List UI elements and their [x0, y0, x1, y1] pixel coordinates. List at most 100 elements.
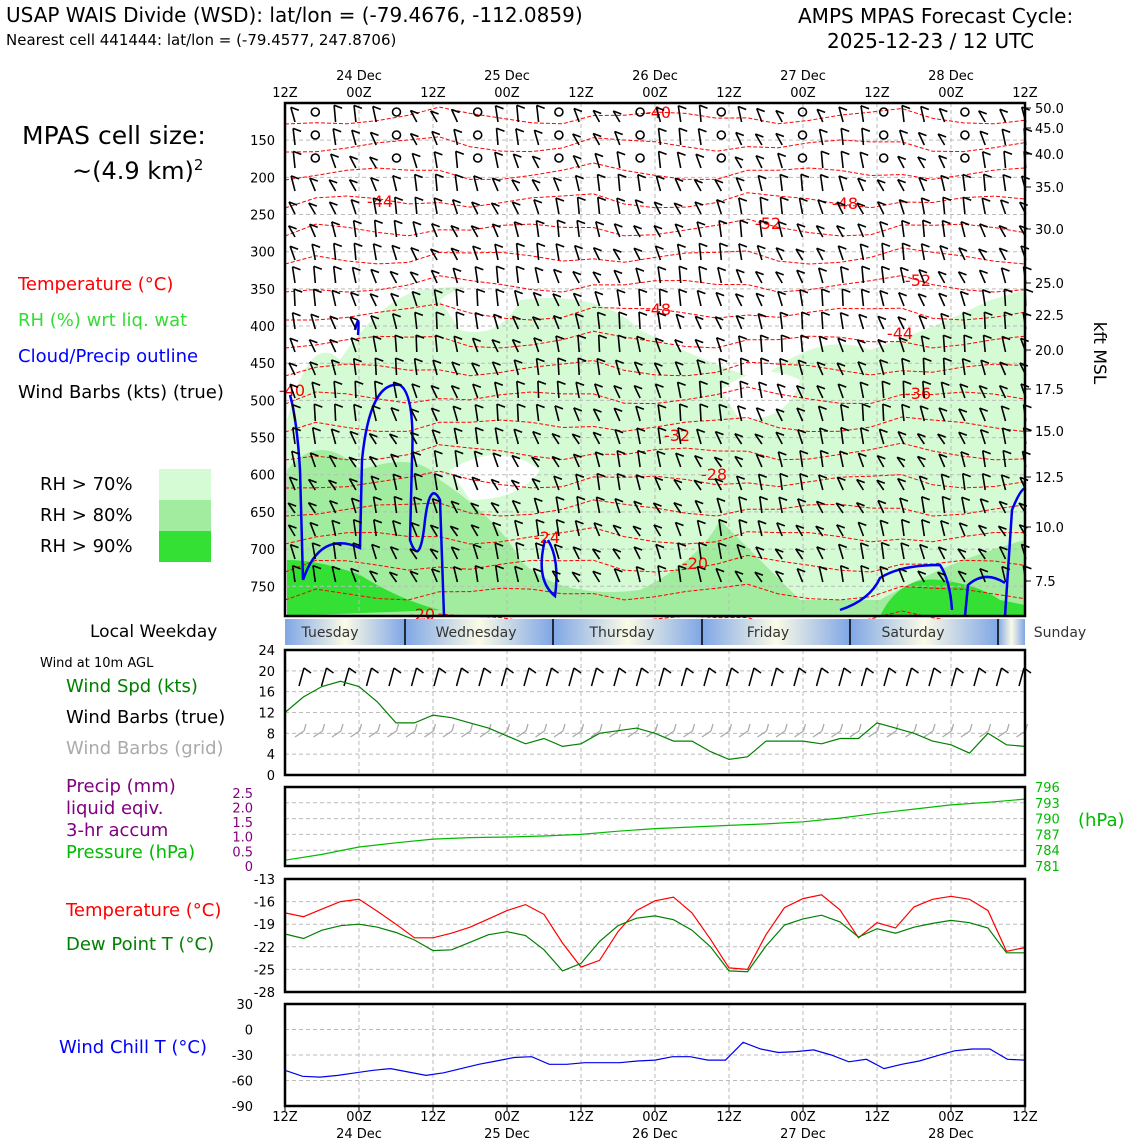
wind-barb-grid-flag: [543, 723, 548, 732]
wind-barb-grid: [868, 730, 878, 738]
wind-barb: [695, 153, 702, 169]
height-axis-title: kft MSL: [1089, 322, 1109, 385]
wind-barb-flag: [979, 567, 989, 573]
wind-barb-flag: [718, 357, 728, 363]
wind-barb-grid: [757, 730, 767, 738]
wind-barb-flag: [695, 153, 705, 158]
wind-barb-true-flag: [686, 667, 694, 674]
wind-barb: [978, 248, 986, 261]
wind-barb-flag: [475, 426, 484, 432]
cell-size-value: ~(4.9 km)2: [72, 156, 203, 185]
wind-barb: [613, 270, 621, 284]
wind-barb-flag: [801, 311, 810, 316]
wind-barb-flag: [796, 384, 805, 390]
wind-barb: [937, 133, 946, 146]
wind-barb-flag: [958, 247, 968, 252]
calm-wind-circle: [635, 107, 645, 117]
wind-barb: [696, 290, 702, 307]
wind-barb-flag: [349, 155, 358, 161]
wind-barb: [796, 269, 804, 284]
wind-barb-grid: [683, 730, 693, 738]
wind-barb-flag: [962, 311, 972, 317]
wind-barb: [511, 315, 520, 330]
wind-barb: [696, 221, 702, 238]
wind-barb-flag: [436, 311, 445, 316]
wind-barb-flag: [370, 131, 379, 137]
wind-barb-flag: [857, 177, 867, 183]
wind-barb: [532, 431, 540, 445]
wind-barb-flag: [1001, 405, 1010, 410]
wind-barb-flag: [511, 479, 520, 484]
wind-barb-grid-flag: [765, 723, 770, 732]
wind-barb-flag: [999, 361, 1009, 366]
wind-barb-flag: [613, 407, 623, 412]
wind-barb-flag: [597, 311, 606, 317]
wind-barb-flag: [917, 570, 927, 575]
wind-barb-flag: [655, 337, 664, 343]
calm-wind-circle: [716, 130, 727, 140]
wind-barb-flag: [310, 313, 320, 319]
wind-barb-grid: [664, 730, 675, 738]
wind-barb: [840, 404, 844, 422]
wind-barb: [572, 133, 580, 146]
wind-barb: [632, 525, 641, 537]
wind-barb-flag: [370, 177, 380, 182]
wind-barb-grid-flag: [839, 723, 844, 732]
wind-barb-flag: [614, 223, 623, 228]
wind-barb: [979, 429, 986, 445]
pressure-tick-label: 300: [250, 246, 275, 261]
wind-barb-flag: [411, 383, 421, 388]
wind-barb: [291, 266, 296, 284]
wind-barb-flag: [557, 219, 566, 225]
calm-wind-circle: [797, 153, 808, 163]
wind-barb: [429, 548, 438, 560]
wind-barb-flag: [819, 335, 828, 341]
wind-barb-flag: [536, 357, 545, 363]
wind-barb-flag: [699, 403, 709, 408]
wind-barb-flag: [757, 244, 766, 250]
wind-barb-flag: [943, 334, 952, 339]
wind-barb: [576, 197, 580, 215]
wind-barb: [859, 427, 865, 445]
wind-barb: [573, 245, 580, 261]
calm-wind-circle: [391, 153, 402, 163]
wind-barb: [963, 335, 966, 353]
wind-barb: [900, 542, 905, 560]
wind-barb-flag: [531, 178, 541, 184]
calm-wind-circle: [960, 130, 970, 140]
wind-barb-flag: [736, 543, 746, 549]
forecast-title: AMPS MPAS Forecast Cycle:: [798, 4, 1074, 28]
wind-barb: [796, 568, 804, 583]
wind-barb-flag: [720, 380, 729, 385]
wind-barb-flag: [471, 362, 480, 367]
pressure-panel-bg: [285, 787, 1025, 866]
wind-barb-flag: [678, 265, 688, 271]
wind-barb-flag: [937, 433, 946, 438]
wind-barb-grid: [516, 730, 527, 738]
wind-barb: [532, 568, 540, 583]
wind-barb-flag: [494, 151, 504, 156]
wind-barb: [897, 568, 905, 583]
wind-barb-flag: [654, 362, 663, 367]
bottom-time-tick: 00Z: [494, 1110, 520, 1125]
wind-barb: [287, 225, 296, 238]
wind-barb: [838, 106, 844, 123]
wind-barb: [896, 456, 905, 468]
wind-barb-flag: [697, 519, 706, 525]
pressure-tick-label: 796: [1035, 781, 1060, 796]
wind-barb-flag: [694, 201, 704, 206]
wind-barb: [470, 502, 479, 514]
wind-barb: [916, 433, 925, 445]
wind-barb: [471, 338, 479, 353]
legend-item: Wind Barbs (kts) (true): [18, 382, 224, 403]
wind-barb-flag: [858, 313, 868, 319]
legend-item: RH (%) wrt liq. wat: [18, 310, 188, 331]
wind-barb-flag: [313, 288, 322, 294]
wind-barb-flag: [471, 225, 480, 230]
pressure-line: [284, 798, 1026, 861]
wind-barb-true: [793, 667, 800, 687]
wind-barb: [876, 179, 885, 192]
wind-barb-flag: [862, 403, 871, 408]
isotherm-line: [284, 416, 1026, 433]
wind-barb: [412, 451, 418, 468]
